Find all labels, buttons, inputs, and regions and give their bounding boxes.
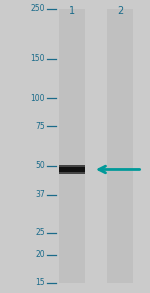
- Bar: [107, 9, 133, 283]
- Text: 37: 37: [35, 190, 45, 199]
- Text: 2: 2: [117, 6, 123, 16]
- Text: 150: 150: [30, 54, 45, 63]
- Text: 100: 100: [30, 93, 45, 103]
- Text: 75: 75: [35, 122, 45, 130]
- Text: 1: 1: [69, 6, 75, 16]
- Text: 20: 20: [35, 250, 45, 259]
- Text: 50: 50: [35, 161, 45, 170]
- Text: 250: 250: [30, 4, 45, 13]
- Text: 15: 15: [35, 278, 45, 287]
- Bar: [59, 9, 85, 283]
- Bar: [59, 165, 85, 167]
- Bar: [59, 165, 85, 173]
- Bar: [59, 172, 85, 173]
- Text: 25: 25: [35, 229, 45, 238]
